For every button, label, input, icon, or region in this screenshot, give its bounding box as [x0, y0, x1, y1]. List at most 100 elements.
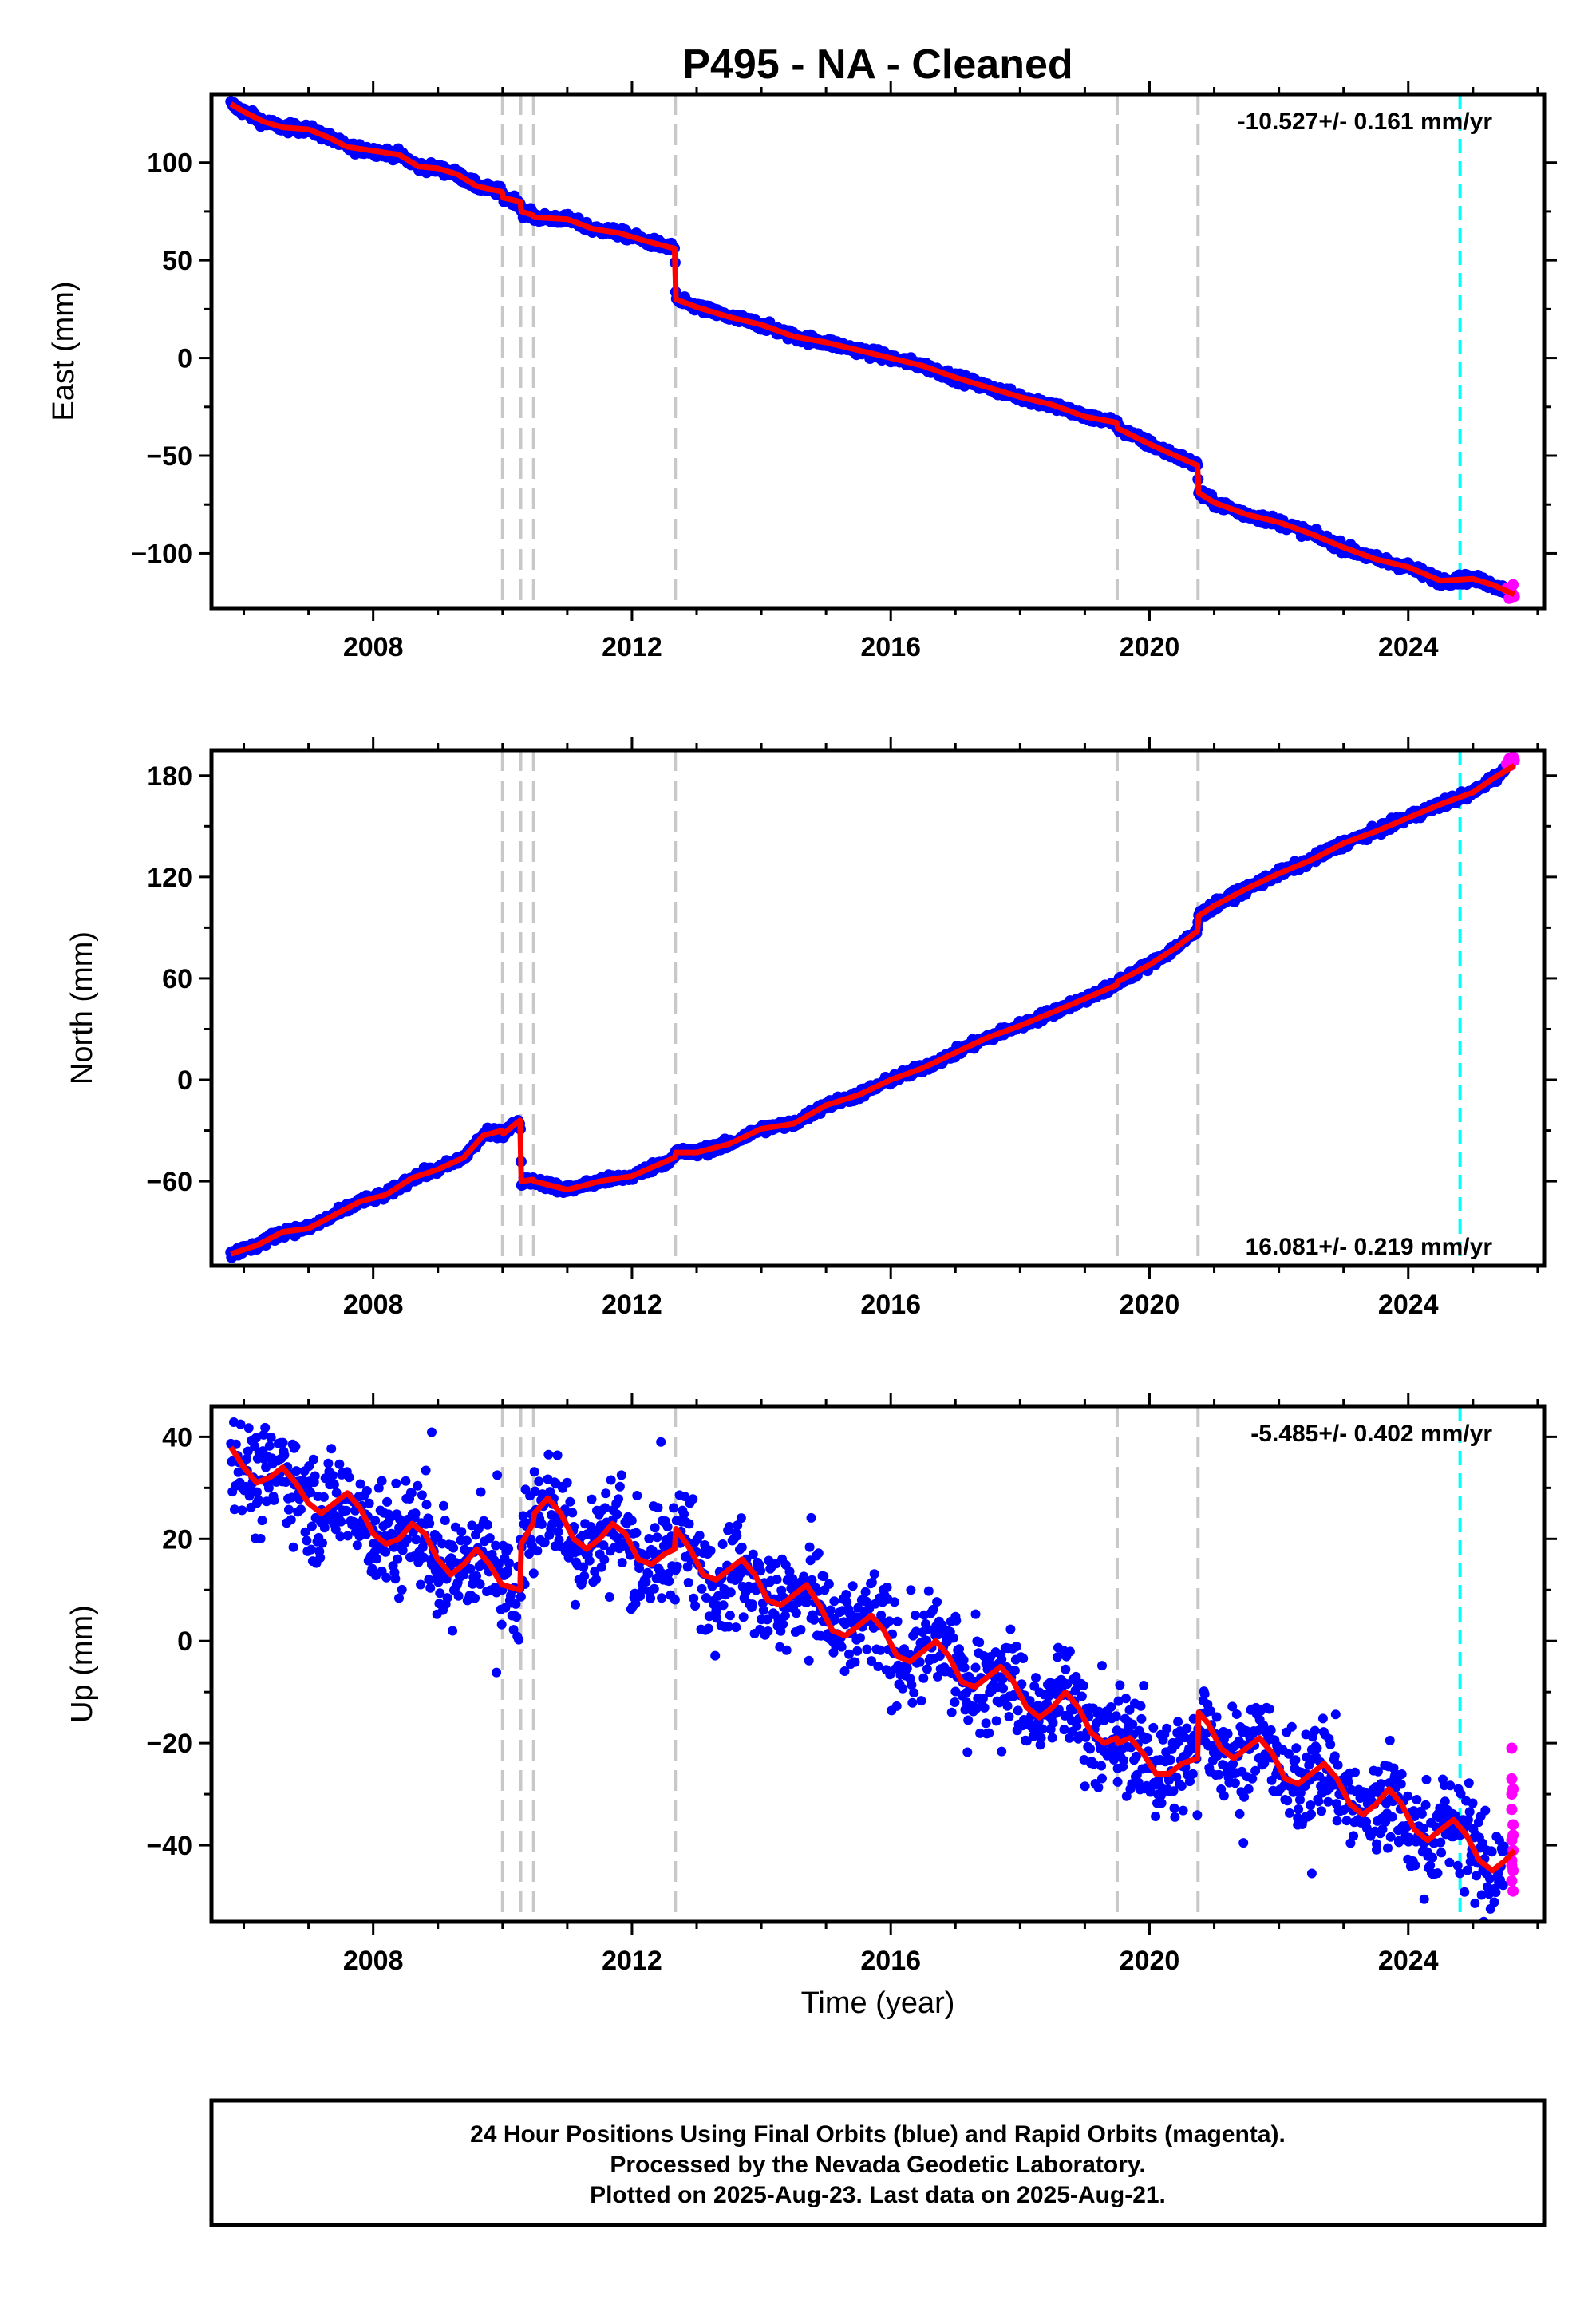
final-orbit-point — [433, 1577, 444, 1587]
final-orbit-point — [330, 1524, 341, 1535]
final-orbit-point — [656, 1437, 666, 1447]
final-orbit-point — [869, 1569, 879, 1579]
final-orbit-point — [1065, 1646, 1075, 1657]
final-orbit-point — [382, 1496, 393, 1507]
final-orbit-point — [809, 1614, 820, 1625]
final-orbit-point — [397, 1584, 407, 1595]
final-orbit-point — [1136, 1701, 1146, 1711]
final-orbit-point — [807, 1575, 817, 1585]
final-orbit-point — [1009, 1666, 1020, 1676]
final-orbit-point — [401, 1476, 411, 1486]
final-orbit-point — [984, 1728, 994, 1738]
x-tick-label-north: 2020 — [1120, 1290, 1180, 1320]
final-orbit-point — [1139, 1681, 1149, 1690]
final-orbit-point — [781, 1645, 792, 1655]
final-orbit-point — [424, 1575, 434, 1585]
final-orbit-point — [928, 1604, 938, 1614]
final-orbit-point — [694, 1531, 705, 1540]
final-orbit-point — [724, 1622, 733, 1632]
final-orbit-point — [705, 1546, 716, 1555]
final-orbit-point — [690, 1601, 701, 1611]
final-orbit-point — [850, 1657, 860, 1667]
final-orbit-point — [892, 1616, 903, 1626]
final-orbit-point — [1070, 1686, 1080, 1696]
final-orbit-point — [421, 1500, 432, 1510]
final-orbit-point — [1115, 1680, 1125, 1690]
final-orbit-point — [1214, 1769, 1224, 1780]
final-orbit-point — [946, 1707, 957, 1717]
final-orbit-point — [1002, 1701, 1013, 1711]
final-orbit-point — [571, 1599, 580, 1610]
final-orbit-point — [948, 1633, 958, 1643]
final-orbit-point — [1031, 1673, 1041, 1683]
final-orbit-point — [679, 1509, 689, 1519]
final-orbit-point — [1037, 1724, 1048, 1734]
final-orbit-point — [672, 1561, 682, 1571]
final-orbit-point — [725, 1587, 736, 1598]
final-orbit-point — [1148, 1722, 1159, 1733]
final-orbit-point — [1097, 1661, 1107, 1671]
y-tick-label-east: −50 — [146, 441, 192, 472]
final-orbit-point — [736, 1513, 746, 1524]
final-orbit-point — [308, 1454, 318, 1464]
final-orbit-point — [646, 1593, 656, 1603]
final-orbit-point — [1096, 1761, 1107, 1771]
y-tick-label-east: −100 — [131, 539, 192, 569]
final-orbit-point — [907, 1697, 918, 1708]
final-orbit-point — [259, 1429, 269, 1440]
panel-up-plot-area — [226, 1406, 1519, 1922]
final-orbit-point — [606, 1475, 616, 1485]
final-orbit-point — [599, 1555, 610, 1565]
final-orbit-point — [1131, 1751, 1141, 1761]
final-orbit-point — [342, 1531, 353, 1541]
final-orbit-point — [255, 1534, 266, 1543]
final-orbit-point — [906, 1585, 916, 1595]
final-orbit-point — [269, 1495, 279, 1505]
final-orbit-point — [889, 1597, 899, 1607]
final-orbit-point — [440, 1516, 450, 1525]
final-orbit-point — [539, 1537, 550, 1547]
final-orbit-point — [552, 1450, 563, 1460]
model-line-north — [230, 763, 1516, 1257]
final-orbit-points-north — [225, 762, 1511, 1263]
final-orbit-point — [804, 1542, 815, 1552]
final-orbit-point — [496, 1619, 507, 1630]
final-orbit-point — [664, 1576, 674, 1587]
final-orbit-point — [762, 1614, 772, 1625]
panel-north-frame — [209, 748, 1547, 1268]
final-orbit-point — [1005, 1624, 1016, 1634]
final-orbit-point — [978, 1694, 988, 1704]
final-orbit-point — [830, 1614, 840, 1625]
final-orbit-point — [328, 1470, 338, 1480]
final-orbit-point — [614, 1481, 625, 1492]
x-tick-label-east: 2020 — [1120, 632, 1180, 662]
final-orbit-point — [587, 1494, 597, 1504]
final-orbit-point — [364, 1498, 374, 1508]
panel-east-plot-area — [225, 94, 1520, 608]
final-orbit-point — [909, 1688, 919, 1698]
final-orbit-point — [442, 1593, 452, 1603]
final-orbit-point — [1011, 1642, 1021, 1652]
final-orbit-point — [997, 1654, 1007, 1665]
final-orbit-point — [662, 1522, 673, 1532]
final-orbit-point — [361, 1486, 372, 1496]
final-orbit-point — [959, 1662, 970, 1673]
final-orbit-point — [370, 1516, 381, 1526]
final-orbit-point — [1080, 1781, 1090, 1792]
final-orbit-point — [884, 1616, 895, 1626]
final-orbit-point — [241, 1454, 251, 1464]
final-orbit-point — [461, 1535, 472, 1546]
rate-label-north: 16.081+/- 0.219 mm/yr — [1246, 1234, 1493, 1260]
final-orbit-point — [1018, 1654, 1029, 1663]
final-orbit-point — [306, 1544, 316, 1555]
final-orbit-point — [492, 1667, 502, 1678]
final-orbit-point — [963, 1715, 974, 1725]
final-orbit-point — [1113, 1696, 1124, 1706]
final-orbit-point — [735, 1568, 745, 1579]
final-orbit-point — [397, 1545, 408, 1555]
final-orbit-point — [683, 1578, 693, 1587]
final-orbit-point — [335, 1531, 346, 1542]
final-orbit-point — [448, 1626, 458, 1636]
